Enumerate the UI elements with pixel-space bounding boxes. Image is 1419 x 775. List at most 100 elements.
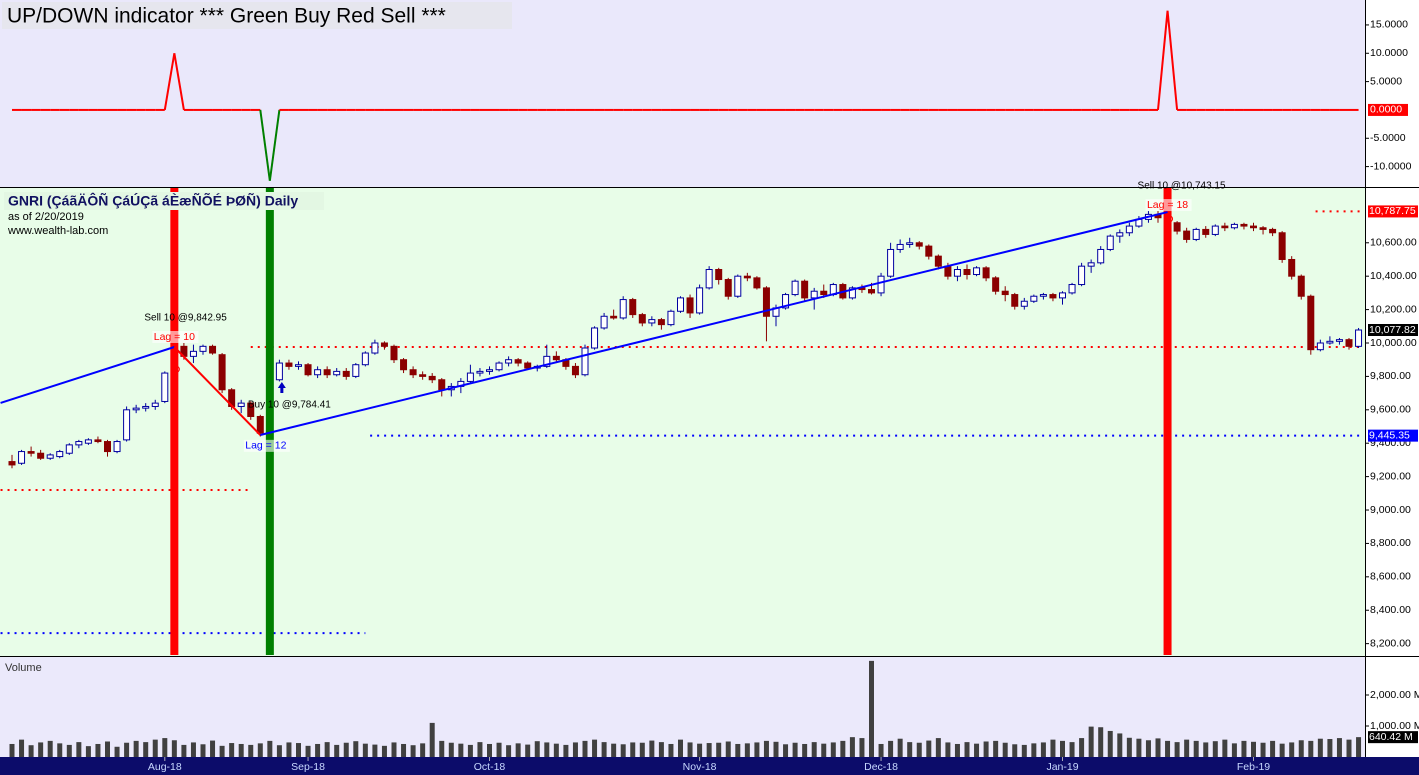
candle-body	[428, 375, 436, 381]
volume-bar	[620, 744, 626, 757]
lag-box	[152, 330, 199, 343]
trade-marker	[277, 382, 286, 394]
candle-body	[1230, 223, 1238, 229]
candle-body	[973, 267, 981, 276]
candle-body	[342, 370, 350, 377]
volume-bar	[1231, 743, 1237, 757]
candle-body	[275, 362, 283, 381]
volume-bar	[1031, 743, 1037, 757]
candle-body	[1307, 295, 1315, 351]
candle-body	[256, 415, 264, 434]
candle-body	[762, 287, 770, 317]
indicator-segment	[173, 53, 185, 111]
trade-label: Sell 10 @10,743.15	[1138, 181, 1226, 192]
volume-bar	[725, 741, 731, 757]
y-tick-label: 8,600.00	[1370, 571, 1411, 583]
candle-body	[591, 327, 599, 349]
candle-body	[1078, 265, 1086, 286]
candle-body	[113, 441, 121, 453]
volume-bar	[907, 742, 913, 757]
volume-bar	[849, 737, 855, 757]
volume-bar	[1251, 741, 1256, 757]
candle-body	[1087, 262, 1095, 267]
volume-bar	[1069, 742, 1075, 757]
volume-bar	[763, 740, 769, 757]
volume-bar	[1012, 744, 1018, 757]
candle-body	[1297, 275, 1305, 297]
level-label: 10,787.75	[1369, 205, 1416, 217]
candle-body	[505, 359, 513, 364]
volume-bar	[391, 742, 397, 757]
candle-body	[581, 347, 589, 376]
candle-body	[705, 269, 713, 289]
candle-body	[629, 299, 637, 316]
candle-body	[37, 452, 45, 459]
x-tick-label: Oct-18	[474, 761, 506, 773]
volume-bar	[1308, 740, 1314, 757]
volume-bar	[1346, 739, 1352, 757]
candle-body	[571, 365, 579, 376]
y-tick-label: 9,200.00	[1370, 470, 1411, 482]
trendline	[260, 211, 1168, 437]
volume-bar	[210, 740, 216, 757]
candle-body	[189, 350, 197, 357]
y-tick-label: 10,600.00	[1370, 237, 1417, 249]
y-tick-label: 10.0000	[1370, 47, 1408, 59]
volume-bar	[1317, 738, 1323, 757]
y-tick-label: 8,400.00	[1370, 604, 1411, 616]
candle-body	[1173, 222, 1181, 232]
volume-title: Volume	[5, 662, 42, 674]
volume-bar	[678, 739, 683, 757]
volume-bar	[792, 742, 798, 757]
volume-bar	[190, 742, 196, 757]
volume-bar	[353, 741, 359, 757]
trendline	[0, 346, 175, 404]
volume-bar	[28, 745, 34, 757]
volume-bar	[38, 742, 44, 757]
volume-bar	[1260, 742, 1266, 757]
candle-body	[104, 441, 111, 453]
candle-body	[877, 275, 885, 294]
volume-bar	[1241, 740, 1247, 757]
y-tick-label: -10.0000	[1370, 160, 1412, 172]
volume-bar	[1088, 726, 1094, 757]
volume-bar	[735, 743, 741, 757]
volume-bar	[993, 740, 999, 757]
volume-bar	[219, 745, 225, 757]
candle-body	[390, 345, 398, 361]
volume-bar	[1270, 740, 1276, 757]
volume-bar	[162, 738, 168, 757]
volume-bar	[1021, 744, 1027, 757]
trade-marker	[1166, 215, 1174, 223]
candle-body	[151, 402, 159, 407]
volume-bar	[372, 744, 378, 757]
candle-body	[1001, 290, 1009, 296]
volume-bar	[1222, 739, 1228, 757]
indicator-segment	[1166, 10, 1179, 111]
candle-body	[915, 242, 923, 247]
volume-bar	[143, 742, 149, 757]
volume-bar	[439, 740, 445, 757]
title-box	[2, 2, 512, 29]
candle-body	[543, 355, 551, 367]
candle-body	[1011, 294, 1019, 307]
volume-bar	[1279, 743, 1285, 757]
volume-bar	[114, 746, 120, 757]
volume-bar	[916, 742, 922, 757]
y-tick-label: 8,800.00	[1370, 537, 1411, 549]
volume-bar	[897, 738, 903, 757]
volume-bar	[1165, 740, 1171, 757]
candle-body	[1097, 248, 1105, 264]
y-tick-label: 0.0000	[1370, 104, 1402, 116]
candle-body	[199, 345, 207, 352]
level-box	[1368, 205, 1418, 218]
candle-body	[1106, 235, 1114, 250]
volume-bar	[1079, 738, 1085, 757]
volume-bar	[343, 742, 349, 757]
candle-body	[1068, 284, 1076, 294]
volume-bar	[57, 743, 63, 757]
candle-body	[514, 359, 522, 364]
candle-body	[56, 451, 64, 458]
candle-body	[982, 267, 990, 279]
